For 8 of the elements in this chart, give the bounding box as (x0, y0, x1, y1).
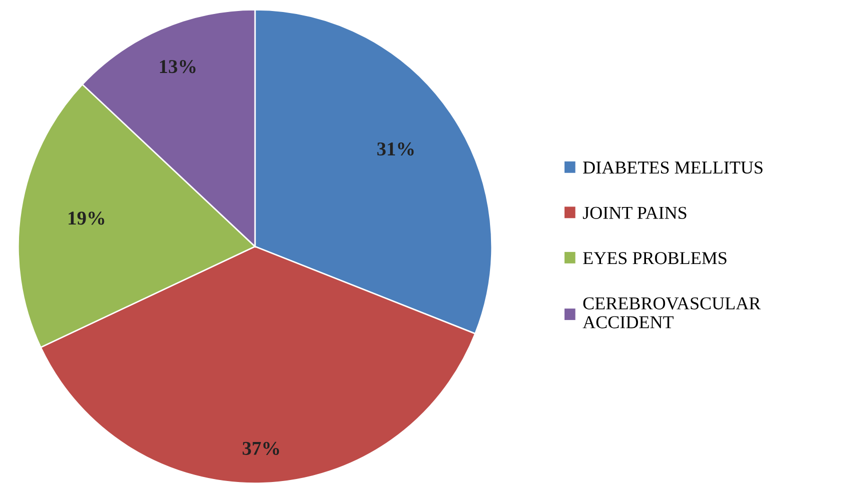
data-label: 37% (242, 442, 280, 456)
data-label: 19% (68, 212, 104, 225)
legend-label: EYES PROBLEMS (583, 252, 726, 264)
data-label: 13% (160, 60, 196, 74)
legend-label: CEREBROVASCULAR ACCIDENT (582, 297, 761, 328)
data-label: 31% (377, 142, 414, 156)
legend-label: JOINT PAINS (582, 206, 686, 219)
legend-label: DIABETES MELLITUS (583, 162, 762, 174)
